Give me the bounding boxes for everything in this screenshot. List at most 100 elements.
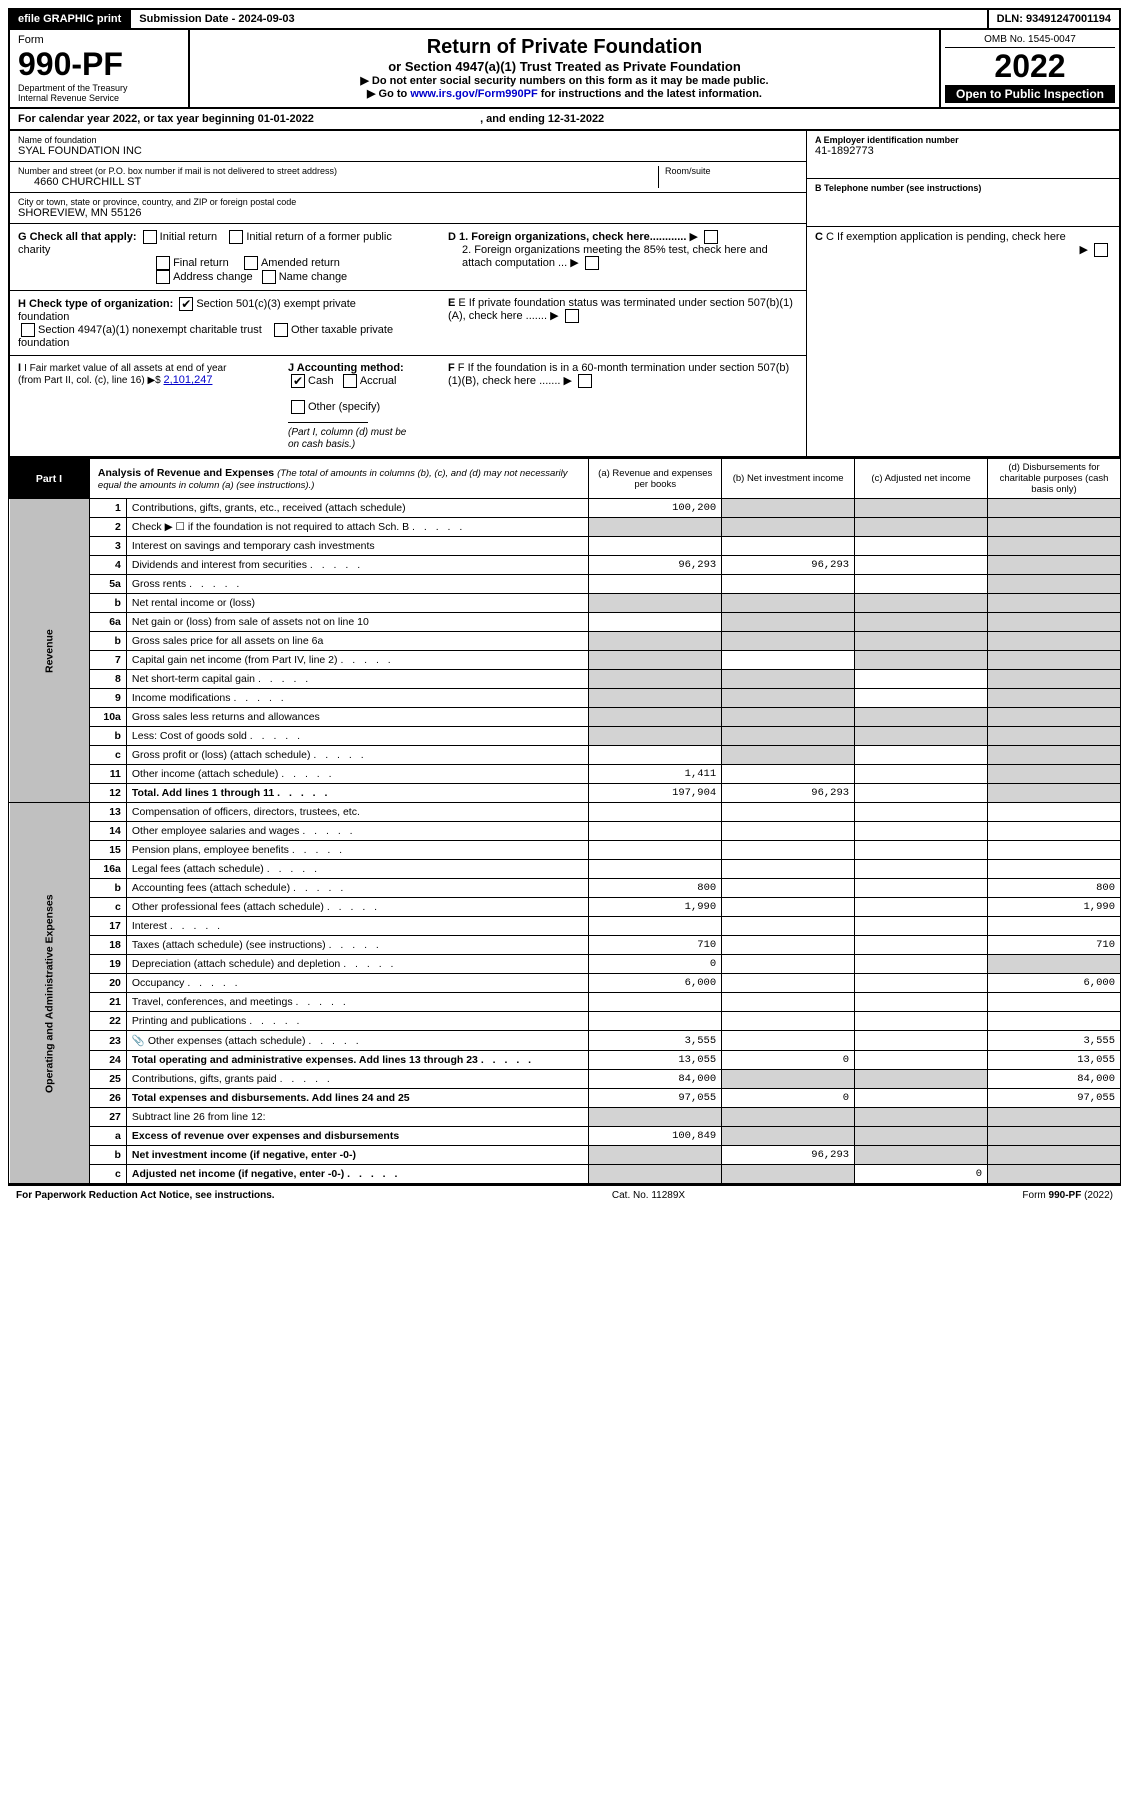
line-number: 26 bbox=[89, 1089, 126, 1108]
amount-a bbox=[589, 632, 722, 651]
efile-print-label[interactable]: efile GRAPHIC print bbox=[10, 10, 129, 28]
chk-amended[interactable] bbox=[244, 256, 258, 270]
line-number: 2 bbox=[89, 518, 126, 537]
line-number: 18 bbox=[89, 936, 126, 955]
amount-b bbox=[722, 993, 855, 1012]
amount-d: 1,990 bbox=[988, 898, 1121, 917]
amount-c bbox=[855, 613, 988, 632]
form990pf-link[interactable]: www.irs.gov/Form990PF bbox=[410, 88, 537, 100]
amount-a: 13,055 bbox=[589, 1051, 722, 1070]
table-row: 3Interest on savings and temporary cash … bbox=[9, 537, 1121, 556]
chk-final-return[interactable] bbox=[156, 256, 170, 270]
fmv-link[interactable]: 2,101,247 bbox=[164, 374, 213, 386]
amount-a: 100,200 bbox=[589, 499, 722, 518]
table-row: 20Occupancy . . . . .6,0006,000 bbox=[9, 974, 1121, 993]
amount-a bbox=[589, 860, 722, 879]
title-right: OMB No. 1545-0047 2022 Open to Public In… bbox=[939, 30, 1119, 107]
street: 4660 CHURCHILL ST bbox=[18, 176, 658, 188]
part1-table: Part I Analysis of Revenue and Expenses … bbox=[8, 458, 1121, 1184]
line-desc: Occupancy . . . . . bbox=[126, 974, 588, 993]
amount-c bbox=[855, 727, 988, 746]
line-desc: Interest on savings and temporary cash i… bbox=[126, 537, 588, 556]
table-row: 22Printing and publications . . . . . bbox=[9, 1012, 1121, 1031]
foundation-info-block: Name of foundation SYAL FOUNDATION INC N… bbox=[8, 131, 1121, 458]
amount-a: 800 bbox=[589, 879, 722, 898]
amount-c bbox=[855, 955, 988, 974]
chk-cash[interactable] bbox=[291, 374, 305, 388]
amount-a bbox=[589, 746, 722, 765]
chk-d1[interactable] bbox=[704, 230, 718, 244]
col-b-hdr: (b) Net investment income bbox=[722, 459, 855, 499]
section-e: E E If private foundation status was ter… bbox=[448, 297, 798, 349]
amount-b bbox=[722, 499, 855, 518]
line-desc: Check ▶ ☐ if the foundation is not requi… bbox=[126, 518, 588, 537]
amount-c bbox=[855, 746, 988, 765]
chk-initial-return[interactable] bbox=[143, 230, 157, 244]
amount-a bbox=[589, 613, 722, 632]
part1-title: Analysis of Revenue and Expenses bbox=[98, 467, 274, 479]
amount-c bbox=[855, 594, 988, 613]
chk-name-change[interactable] bbox=[262, 270, 276, 284]
tax-year: 2022 bbox=[945, 48, 1115, 85]
line-desc: Net investment income (if negative, ente… bbox=[126, 1146, 588, 1165]
amount-c bbox=[855, 575, 988, 594]
chk-501c3[interactable] bbox=[179, 297, 193, 311]
amount-d bbox=[988, 594, 1121, 613]
chk-f[interactable] bbox=[578, 374, 592, 388]
line-desc: Contributions, gifts, grants paid . . . … bbox=[126, 1070, 588, 1089]
page-footer: For Paperwork Reduction Act Notice, see … bbox=[8, 1184, 1121, 1205]
line-number: 21 bbox=[89, 993, 126, 1012]
section-h: H Check type of organization: Section 50… bbox=[18, 297, 408, 349]
section-g: G Check all that apply: Initial return I… bbox=[18, 230, 408, 284]
amount-a bbox=[589, 651, 722, 670]
amount-a: 197,904 bbox=[589, 784, 722, 803]
amount-a: 97,055 bbox=[589, 1089, 722, 1108]
title-mid: Return of Private Foundation or Section … bbox=[190, 30, 939, 107]
line-desc: Total operating and administrative expen… bbox=[126, 1051, 588, 1070]
amount-a: 710 bbox=[589, 936, 722, 955]
footer-right: Form 990-PF (2022) bbox=[1022, 1190, 1113, 1201]
amount-b bbox=[722, 1012, 855, 1031]
room-label: Room/suite bbox=[665, 166, 798, 176]
amount-d bbox=[988, 746, 1121, 765]
chk-other-taxable[interactable] bbox=[274, 323, 288, 337]
amount-d: 13,055 bbox=[988, 1051, 1121, 1070]
calendar-year-row: For calendar year 2022, or tax year begi… bbox=[8, 109, 1121, 131]
amount-d bbox=[988, 860, 1121, 879]
line-number: 11 bbox=[89, 765, 126, 784]
footer-mid: Cat. No. 11289X bbox=[612, 1190, 685, 1201]
chk-d2[interactable] bbox=[585, 256, 599, 270]
chk-address-change[interactable] bbox=[156, 270, 170, 284]
form-number: 990-PF bbox=[18, 46, 180, 83]
chk-other-method[interactable] bbox=[291, 400, 305, 414]
amount-d bbox=[988, 537, 1121, 556]
amount-a: 1,990 bbox=[589, 898, 722, 917]
line-number: b bbox=[89, 879, 126, 898]
amount-a bbox=[589, 1012, 722, 1031]
amount-b bbox=[722, 613, 855, 632]
chk-accrual[interactable] bbox=[343, 374, 357, 388]
form-title: Return of Private Foundation bbox=[196, 36, 933, 59]
line-number: 27 bbox=[89, 1108, 126, 1127]
amount-d bbox=[988, 917, 1121, 936]
line-desc: Depreciation (attach schedule) and deple… bbox=[126, 955, 588, 974]
line-number: 15 bbox=[89, 841, 126, 860]
amount-b bbox=[722, 841, 855, 860]
line-desc: Subtract line 26 from line 12: bbox=[126, 1108, 588, 1127]
amount-b: 0 bbox=[722, 1051, 855, 1070]
amount-c bbox=[855, 632, 988, 651]
submission-date: Submission Date - 2024-09-03 bbox=[129, 10, 302, 28]
chk-initial-public[interactable] bbox=[229, 230, 243, 244]
amount-b bbox=[722, 537, 855, 556]
chk-e[interactable] bbox=[565, 309, 579, 323]
amount-b: 96,293 bbox=[722, 556, 855, 575]
amount-d bbox=[988, 708, 1121, 727]
amount-b bbox=[722, 955, 855, 974]
chk-c[interactable] bbox=[1094, 243, 1108, 257]
table-row: 8Net short-term capital gain . . . . . bbox=[9, 670, 1121, 689]
amount-c: 0 bbox=[855, 1165, 988, 1184]
chk-4947[interactable] bbox=[21, 323, 35, 337]
amount-c bbox=[855, 993, 988, 1012]
amount-c bbox=[855, 898, 988, 917]
foundation-name: SYAL FOUNDATION INC bbox=[18, 145, 798, 157]
